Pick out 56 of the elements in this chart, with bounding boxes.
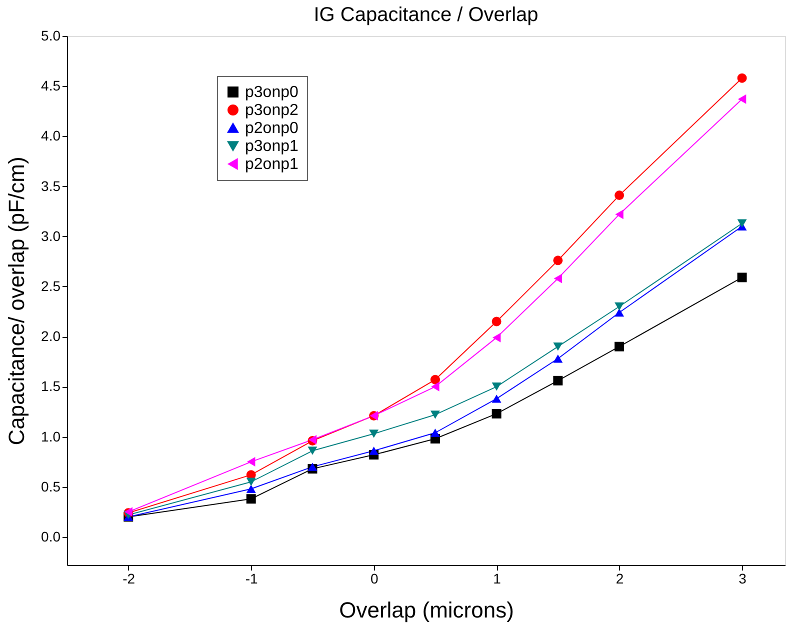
x-tick-label: 1 (493, 570, 502, 586)
y-tick-label: 1.0 (41, 428, 61, 444)
y-tick-label: 0.5 (41, 478, 61, 494)
y-axis-title: Capacitance/ overlap (pF/cm) (4, 156, 30, 446)
point (492, 316, 502, 326)
legend-label: p3onp2 (245, 102, 298, 119)
x-tick-label: 2 (616, 570, 624, 586)
point (430, 374, 440, 384)
point (492, 408, 502, 418)
legend-label: p2onp1 (245, 156, 298, 173)
y-tick-label: 4.5 (41, 78, 61, 94)
point (369, 446, 379, 455)
point (369, 430, 379, 438)
point (492, 382, 502, 391)
point (492, 332, 501, 342)
x-tick-label: -1 (245, 570, 258, 586)
point (431, 382, 440, 392)
legend-label: p3onp1 (245, 138, 298, 155)
y-tick-label: 1.5 (41, 378, 61, 394)
y-tick-label: 0.0 (41, 528, 61, 544)
point (614, 342, 624, 352)
legend-label: p3onp0 (245, 84, 298, 101)
point (737, 272, 747, 282)
point (246, 457, 256, 467)
point (308, 446, 318, 455)
point (614, 302, 624, 311)
x-tick-label: -2 (122, 570, 136, 586)
point (553, 354, 563, 363)
y-tick-label: 2.5 (41, 278, 61, 294)
point (246, 478, 256, 486)
y-tick-label: 5.0 (41, 28, 61, 44)
point (738, 94, 746, 104)
point (614, 308, 624, 317)
point (737, 219, 747, 228)
point (615, 210, 624, 220)
legend-label: p2onp0 (245, 120, 298, 137)
point (430, 428, 440, 437)
point (614, 190, 624, 200)
chart-title: IG Capacitance / Overlap (314, 4, 538, 26)
y-tick-label: 2.0 (41, 328, 61, 344)
point (308, 462, 318, 471)
point (553, 342, 563, 351)
y-tick-label: 3.0 (41, 228, 61, 244)
y-tick-label: 4.0 (41, 128, 61, 144)
point (246, 494, 256, 504)
point (553, 376, 563, 386)
x-axis-title: Overlap (microns) (339, 598, 514, 622)
x-tick-label: 3 (738, 570, 747, 586)
x-tick-label: 0 (370, 570, 378, 586)
point (553, 256, 563, 266)
point (554, 274, 562, 284)
point (492, 394, 502, 403)
point (246, 484, 256, 493)
point (430, 410, 440, 419)
y-tick-label: 3.5 (41, 178, 61, 194)
point (737, 73, 747, 83)
